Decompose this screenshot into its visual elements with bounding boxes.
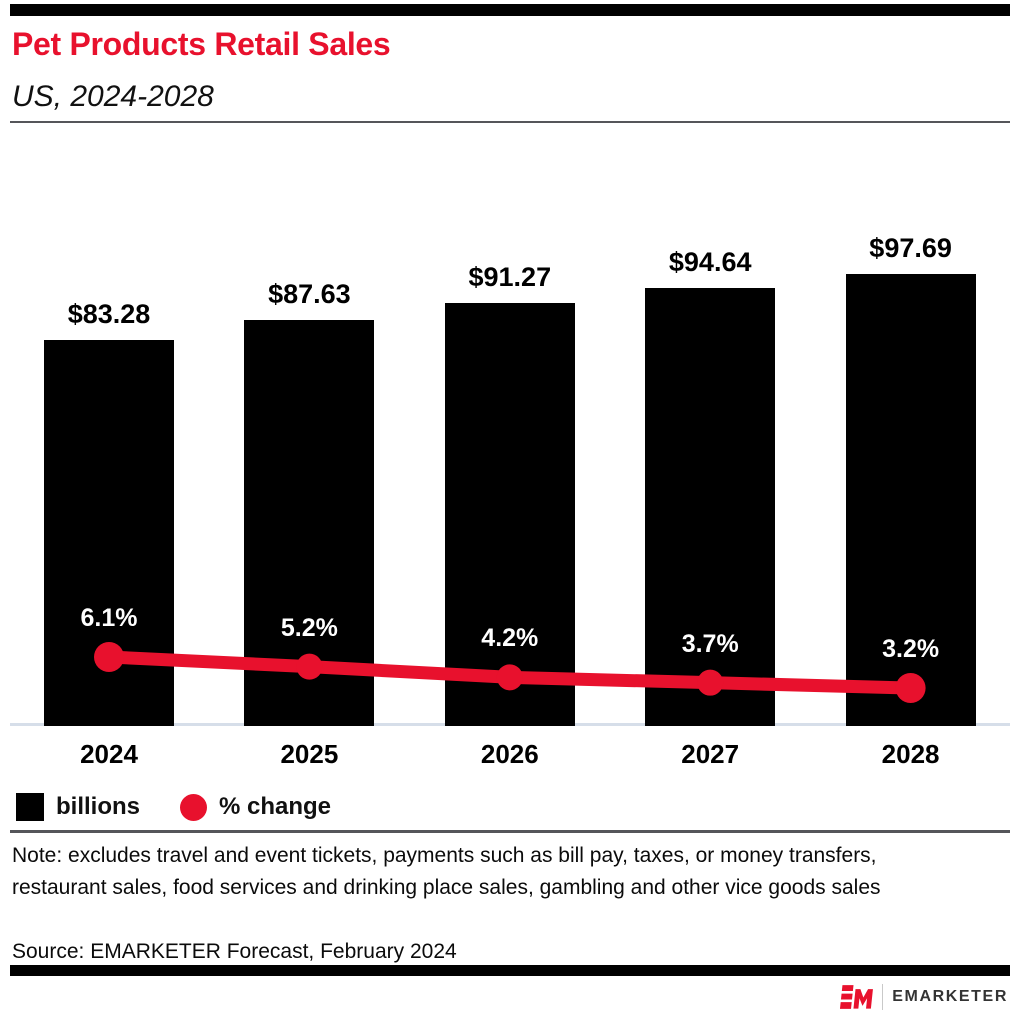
bar-value-2026: $91.27 xyxy=(468,262,552,293)
bottom-accent-bar xyxy=(10,965,1010,976)
legend-label-percent-change: % change xyxy=(219,793,332,820)
x-axis-label-2026: 2026 xyxy=(480,739,539,769)
bar-2025 xyxy=(244,320,375,726)
percent-label-2027: 3.7% xyxy=(681,629,739,658)
source-text: Source: EMARKETER Forecast, February 202… xyxy=(12,940,457,963)
bar-2026 xyxy=(444,303,575,726)
percent-label-2028: 3.2% xyxy=(882,635,940,664)
percent-label-2025: 5.2% xyxy=(280,613,338,642)
note-text: Note: excludes travel and event tickets,… xyxy=(12,844,881,899)
percent-label-2024: 6.1% xyxy=(80,604,138,632)
legend-swatch-percent-change xyxy=(180,793,207,821)
bar-2024 xyxy=(44,340,174,726)
x-axis-label-2028: 2028 xyxy=(881,739,940,769)
emarketer-logo: EMARKETER xyxy=(840,983,1008,1011)
bar-2027 xyxy=(645,287,776,726)
page-title: Pet Products Retail Sales xyxy=(12,26,391,62)
bar-value-2027: $94.64 xyxy=(668,246,752,277)
x-axis-label-2024: 2024 xyxy=(80,739,138,769)
header-divider xyxy=(10,121,1010,123)
bar-value-2028: $97.69 xyxy=(869,232,952,263)
x-axis-label-2025: 2025 xyxy=(280,739,339,769)
legend-swatch-billions xyxy=(16,793,44,821)
logo-divider xyxy=(882,984,884,1010)
legend: billions % change xyxy=(16,790,331,824)
page-subtitle: US, 2024-2028 xyxy=(12,80,214,113)
emarketer-logo-mark xyxy=(840,985,874,1009)
chart-plot: $83.28 6.1% 2024 $87.63 5.2% 2025 $91.27 4.2% 20… xyxy=(0,130,1020,780)
legend-label-billions: billions xyxy=(56,793,140,820)
percent-label-2026: 4.2% xyxy=(481,624,539,653)
bar-value-2025: $87.63 xyxy=(268,279,351,310)
bar-value-2024: $83.28 xyxy=(67,299,151,330)
x-axis-label-2027: 2027 xyxy=(681,739,740,769)
top-accent-bar xyxy=(10,4,1010,16)
legend-divider xyxy=(10,830,1010,833)
emarketer-logo-text: EMARKETER xyxy=(892,988,1008,1005)
